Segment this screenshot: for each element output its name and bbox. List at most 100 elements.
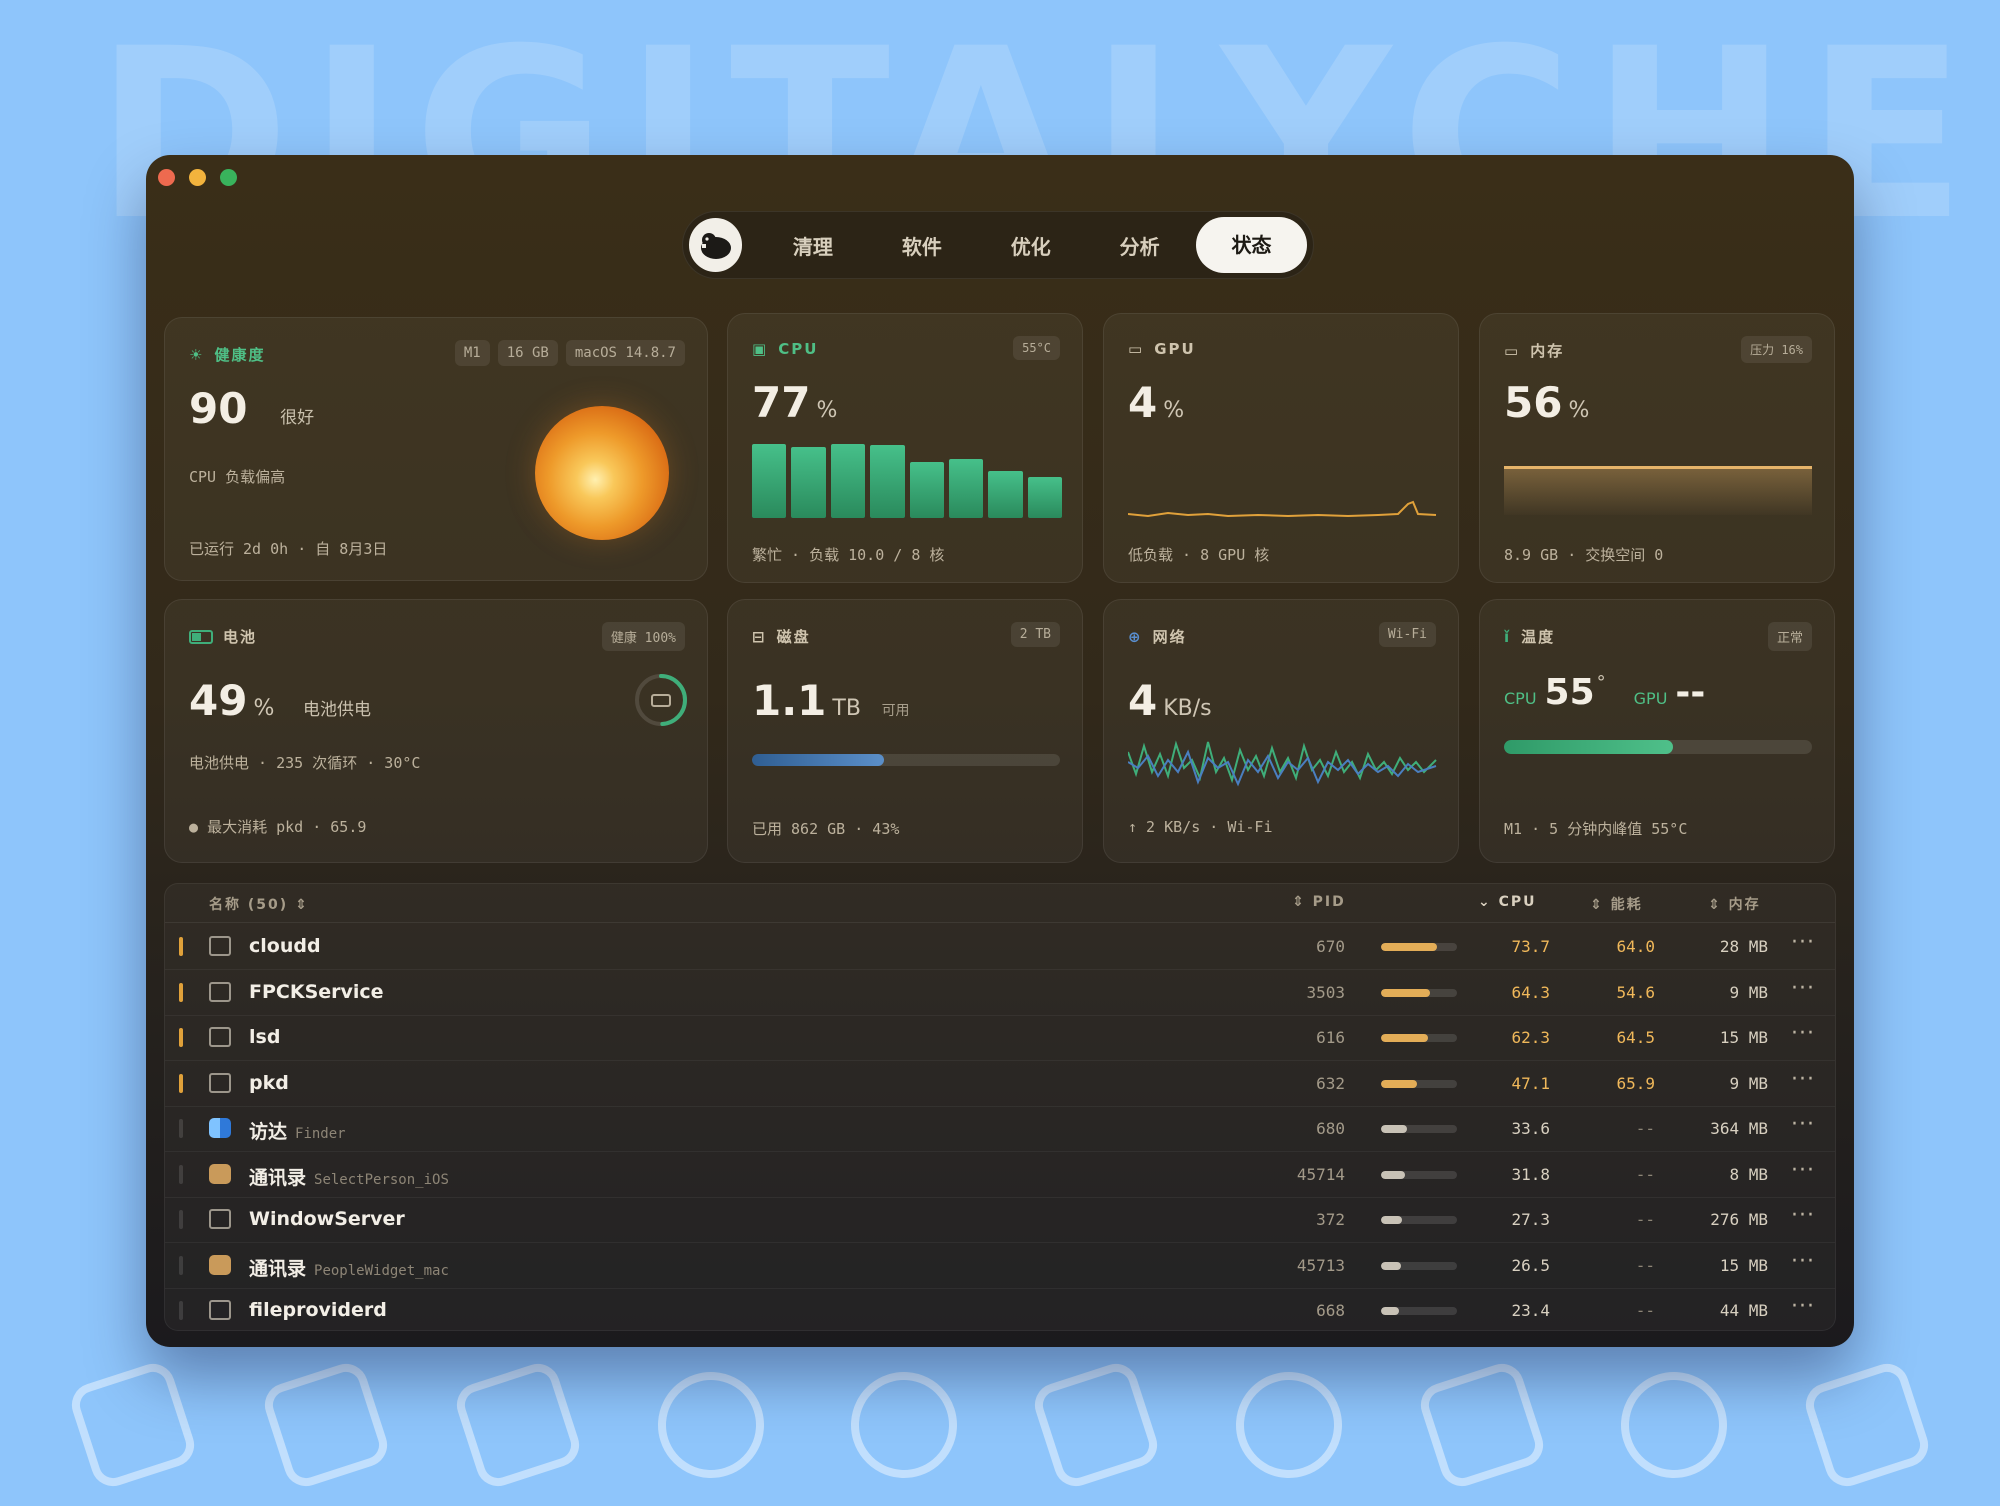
table-row[interactable]: 通讯录 SelectPerson_iOS 45714 31.8 -- 8 MB ···	[165, 1152, 1835, 1198]
health-score: 90	[189, 384, 248, 433]
window-controls	[158, 169, 237, 186]
table-row[interactable]: fileproviderd 668 23.4 -- 44 MB ···	[165, 1288, 1835, 1330]
more-options-icon[interactable]: ···	[1791, 1157, 1815, 1183]
cpu-usage-bar	[1381, 1125, 1457, 1133]
cpu-usage: 77%	[752, 378, 837, 427]
column-pid-label: PID	[1312, 894, 1346, 910]
cpu-usage-bar	[1381, 1170, 1457, 1179]
health-title-label: 健康度	[214, 346, 266, 364]
health-note: CPU 负载偏高	[189, 468, 286, 486]
cpu-usage-bar	[1381, 1307, 1457, 1315]
more-options-icon[interactable]: ···	[1791, 1021, 1815, 1046]
network-type-badge: Wi-Fi	[1378, 622, 1436, 647]
cpu-heat-marker	[179, 1073, 183, 1093]
cpu-heat-marker	[179, 1210, 183, 1229]
temperature-card[interactable]: ǐ 温度 正常 CPU 55 ° GPU -- M1 · 5 分钟内峰值 55°…	[1479, 599, 1835, 863]
cpu-usage-bar	[1381, 943, 1457, 951]
more-options-icon[interactable]: ···	[1791, 930, 1815, 955]
network-speed-value: 4	[1128, 676, 1158, 725]
cpu-heat-marker	[179, 982, 183, 1002]
table-row[interactable]: 通讯录 PeopleWidget_mac 45713 26.5 -- 15 MB ···	[165, 1243, 1835, 1289]
temperature-status-badge: 正常	[1767, 622, 1812, 651]
cpu-temp-degree: °	[1596, 672, 1606, 693]
terminal-process-icon	[209, 1209, 231, 1229]
memory-card[interactable]: ▭ 内存 压力 16% 56% 8.9 GB · 交换空间 0	[1479, 313, 1835, 583]
network-card[interactable]: ⊕ 网络 Wi-Fi 4 KB/s ↑ 2 KB/s · Wi-Fi	[1103, 599, 1459, 863]
more-options-icon[interactable]: ···	[1791, 1248, 1815, 1274]
column-pid[interactable]: ⇕ PID	[1292, 894, 1346, 910]
more-options-icon[interactable]: ···	[1791, 1112, 1815, 1137]
table-row[interactable]: pkd 632 47.1 65.9 9 MB ···	[165, 1061, 1835, 1107]
memory-icon: ▭	[1504, 341, 1521, 360]
zoom-button[interactable]	[220, 169, 237, 186]
uptime-text: 已运行 2d 0h · 自 8月3日	[189, 540, 388, 558]
gpu-card[interactable]: ▭ GPU 4% 低负载 · 8 GPU 核	[1103, 313, 1459, 583]
process-cpu: 62.3	[1511, 1028, 1550, 1047]
more-options-icon[interactable]: ···	[1791, 1294, 1815, 1319]
tab-status[interactable]: 状态	[1196, 217, 1307, 273]
tab-optimize[interactable]: 优化	[1010, 234, 1051, 259]
health-card[interactable]: ☀ 健康度 M1 16 GB macOS 14.8.7 90 很好 CPU 负载…	[164, 317, 708, 581]
gpu-temp-label: GPU	[1633, 689, 1668, 708]
beaver-mascot-icon[interactable]	[689, 218, 743, 272]
more-options-icon[interactable]: ···	[1791, 1203, 1815, 1228]
more-options-icon[interactable]: ···	[1791, 1066, 1815, 1092]
process-name: 访达 Finder	[249, 1117, 346, 1144]
gpu-usage-sparkline	[1128, 500, 1437, 518]
battery-icon	[189, 629, 213, 644]
table-row[interactable]: WindowServer 372 27.3 -- 276 MB ···	[165, 1197, 1835, 1243]
background-icon-strip	[66, 1358, 1934, 1492]
cpu-usage-value: 77	[752, 378, 811, 427]
process-name-label: cloudd	[249, 935, 321, 957]
memory-title: ▭ 内存	[1504, 340, 1564, 361]
gpu-title: ▭ GPU	[1128, 340, 1196, 358]
memory-usage: 56%	[1504, 378, 1589, 427]
disk-card[interactable]: ⊟ 磁盘 2 TB 1.1 TB 可用 已用 862 GB · 43%	[727, 599, 1083, 863]
gpu-footer: 低负载 · 8 GPU 核	[1128, 546, 1270, 564]
laptop-icon	[651, 694, 671, 707]
monitor-icon: ▭	[1128, 340, 1145, 358]
memory-badge: 16 GB	[497, 340, 558, 366]
battery-ring	[635, 674, 687, 726]
process-memory: 9 MB	[1729, 1073, 1768, 1093]
battery-top-consumer: ● 最大消耗 pkd · 65.9	[189, 816, 366, 837]
health-sphere-icon	[535, 406, 669, 540]
tab-analyze[interactable]: 分析	[1119, 234, 1160, 259]
table-row[interactable]: FPCKService 3503 64.3 54.6 9 MB ···	[165, 970, 1835, 1016]
temperature-title-label: 温度	[1521, 628, 1556, 646]
flame-icon: ●	[189, 818, 199, 836]
cpu-title: ▣ CPU	[752, 340, 818, 358]
table-row[interactable]: 访达 Finder 680 33.6 -- 364 MB ···	[165, 1106, 1835, 1152]
column-energy-label: 能耗	[1610, 897, 1643, 913]
battery-card[interactable]: 电池 健康 100% 49% 电池供电 电池供电 · 235 次循环 · 30°…	[164, 599, 708, 863]
cpu-title-label: CPU	[778, 340, 819, 358]
temperature-footer: M1 · 5 分钟内峰值 55°C	[1504, 820, 1688, 838]
cpu-core-bar	[988, 471, 1023, 518]
book-icon	[1029, 1358, 1164, 1492]
tab-software[interactable]: 软件	[901, 234, 942, 259]
cpu-heat-marker	[179, 937, 183, 956]
process-cpu: 27.3	[1511, 1210, 1550, 1229]
table-row[interactable]: cloudd 670 73.7 64.0 28 MB ···	[165, 924, 1835, 970]
cpu-usage-bar	[1381, 1079, 1457, 1088]
process-energy: --	[1635, 1255, 1655, 1275]
column-name[interactable]: 名称 (50) ⇕	[209, 897, 309, 913]
close-button[interactable]	[158, 169, 175, 186]
network-title: ⊕ 网络	[1128, 626, 1187, 647]
cpu-card[interactable]: ▣ CPU 55°C 77% 繁忙 · 负载 10.0 / 8 核	[727, 313, 1083, 583]
table-row[interactable]: lsd 616 62.3 64.5 15 MB ···	[165, 1015, 1835, 1061]
tab-clean[interactable]: 清理	[792, 234, 833, 259]
column-energy[interactable]: ⇕ 能耗	[1590, 897, 1643, 913]
broom-icon	[66, 1358, 200, 1492]
disk-free: 1.1 TB 可用	[752, 676, 910, 725]
cpu-core-bar	[909, 462, 944, 518]
process-pid: 372	[1316, 1210, 1345, 1229]
app-window: 清理 软件 优化 分析 状态 ☀ 健康度 M1 16 GB macOS 14.8…	[146, 155, 1854, 1347]
column-cpu[interactable]: ⌄ CPU	[1478, 894, 1537, 910]
column-memory[interactable]: ⇕ 内存	[1708, 897, 1761, 913]
process-cpu: 23.4	[1511, 1301, 1550, 1320]
disk-title: ⊟ 磁盘	[752, 626, 811, 647]
minimize-button[interactable]	[189, 169, 206, 186]
trophy-icon	[1414, 1358, 1549, 1492]
more-options-icon[interactable]: ···	[1791, 975, 1815, 1001]
